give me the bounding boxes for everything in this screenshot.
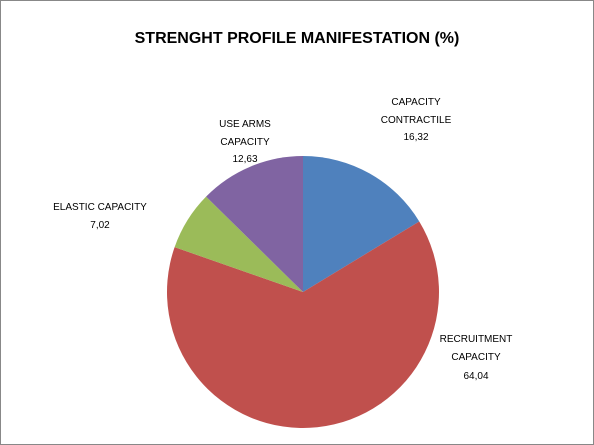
slice-label: ELASTIC CAPACITY — [53, 202, 147, 213]
slice-label: USE ARMS CAPACITY — [219, 119, 271, 148]
pie-slice — [303, 156, 420, 292]
chart-title: STRENGHT PROFILE MANIFESTATION (%) — [134, 30, 460, 47]
pie-slice — [206, 156, 303, 292]
value-label: 12,63 — [232, 154, 258, 165]
pie-slice — [174, 196, 303, 292]
pie-slice — [167, 221, 439, 429]
value-label: 16,32 — [403, 132, 429, 143]
slice-label: CAPACITY CONTRACTILE — [380, 97, 452, 126]
slice-label: RECRUITMENT CAPACITY — [439, 334, 513, 363]
value-label: 64,04 — [463, 371, 489, 382]
value-label: 7,02 — [90, 220, 110, 231]
